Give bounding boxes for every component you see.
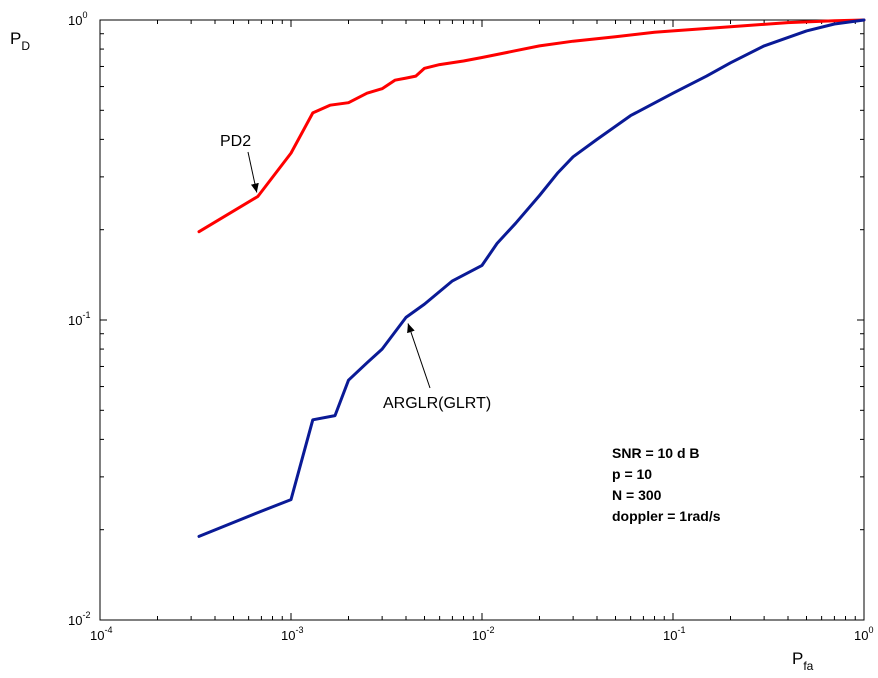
x-axis-label-main: P bbox=[792, 649, 803, 668]
x-axis-label: Pfa bbox=[792, 649, 814, 673]
y-tick-label: 100 bbox=[68, 10, 87, 28]
y-axis-label: PD bbox=[10, 29, 30, 53]
x-tick-label: 10-3 bbox=[281, 625, 303, 643]
series-layer bbox=[197, 18, 866, 538]
series-line-arglr bbox=[197, 18, 866, 538]
annotation-arglr-arrow bbox=[407, 323, 431, 389]
series-line-pd2 bbox=[197, 18, 866, 234]
y-tick-label: 10-2 bbox=[68, 610, 90, 628]
y-axis-label-main: P bbox=[10, 29, 21, 48]
note-doppler: doppler = 1rad/s bbox=[612, 508, 721, 524]
note-p: p = 10 bbox=[612, 466, 652, 482]
y-axis-label-sub: D bbox=[21, 39, 30, 53]
note-snr: SNR = 10 d B bbox=[612, 445, 700, 461]
x-tick-label: 10-4 bbox=[90, 625, 112, 643]
note-n: N = 300 bbox=[612, 487, 662, 503]
y-tick-label: 10-1 bbox=[68, 310, 90, 328]
annotation-pd2-arrow bbox=[247, 151, 259, 193]
tick-labels: 10-4 10-3 10-2 10-1 100 10-2 10-1 100 bbox=[68, 10, 873, 643]
x-tick-label: 100 bbox=[854, 625, 873, 643]
x-axis-label-sub: fa bbox=[803, 659, 813, 673]
x-tick-label: 10-2 bbox=[472, 625, 494, 643]
annotation-pd2-label: PD2 bbox=[220, 133, 251, 150]
x-tick-label: 10-1 bbox=[663, 625, 685, 643]
annotation-arglr-label: ARGLR(GLRT) bbox=[383, 395, 491, 412]
